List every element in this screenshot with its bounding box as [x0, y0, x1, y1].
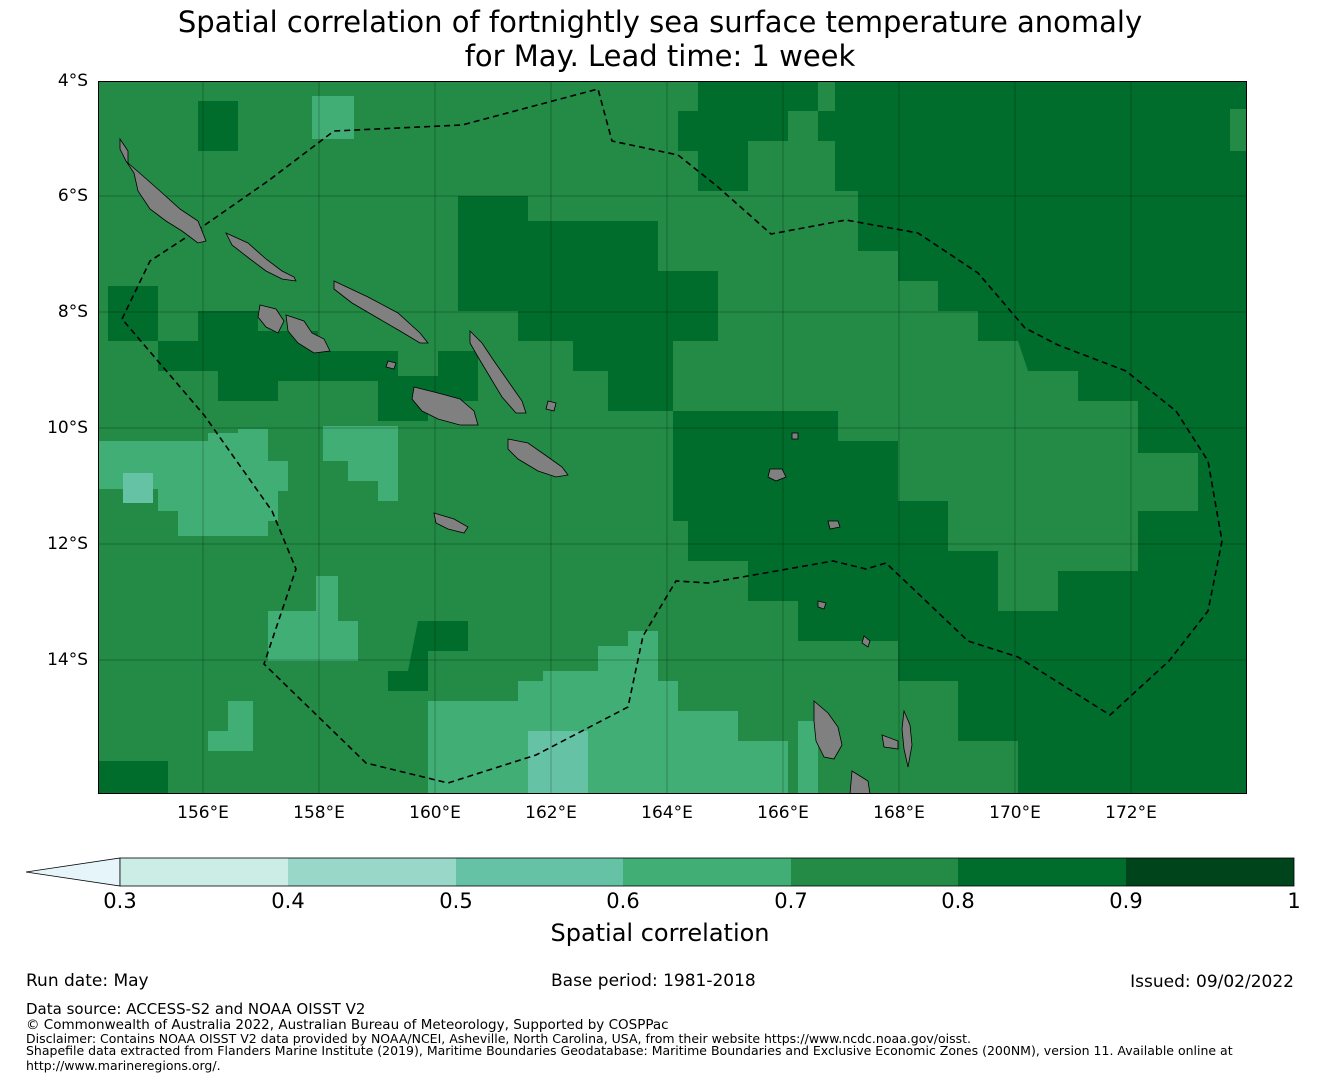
lat-label-6s: 6°S: [57, 186, 88, 206]
banks-islands: [861, 635, 871, 648]
santa-isabel: [333, 280, 429, 344]
lon-label-170e: 170°E: [989, 803, 1041, 823]
disclaimer: Disclaimer: Contains NOAA OISST V2 data …: [26, 1031, 971, 1046]
run-date: Run date: May: [26, 971, 149, 991]
rennell: [433, 512, 469, 534]
new-georgia: [257, 304, 285, 334]
eez-boundaries: [121, 88, 1223, 784]
shapefile-url: http://www.marineregions.org/.: [26, 1058, 221, 1073]
map-title-line-2: for May. Lead time: 1 week: [464, 39, 856, 73]
nendo: [827, 520, 841, 530]
colorbar-tick-0.9: 0.9: [1109, 889, 1143, 913]
choiseul: [225, 232, 297, 282]
colorbar-bin-0.6-0.7: [623, 858, 791, 886]
lon-label-166e: 166°E: [757, 803, 809, 823]
lat-label-12s: 12°S: [47, 534, 88, 554]
colorbar-tick-0.3: 0.3: [103, 889, 137, 913]
colorbar-frame: [119, 857, 1295, 887]
lat-label-8s: 8°S: [57, 302, 88, 322]
ulawa: [545, 400, 557, 412]
colorbar-title: Spatial correlation: [550, 919, 770, 947]
lon-label-156e: 156°E: [177, 803, 229, 823]
land-masses: [119, 137, 913, 794]
graticule: [98, 81, 1247, 794]
ambae: [901, 709, 913, 768]
lat-label-10s: 10°S: [47, 418, 88, 438]
makira: [507, 438, 569, 478]
malakula: [881, 734, 899, 750]
moderate-correlation-regions: [98, 96, 818, 794]
lon-label-168e: 168°E: [873, 803, 925, 823]
vanikoro: [767, 468, 787, 482]
colorbar-tick-0.6: 0.6: [606, 889, 640, 913]
lon-label-158e: 158°E: [293, 803, 345, 823]
colorbar-bin-0.3-0.4: [120, 858, 288, 886]
lon-label-160e: 160°E: [409, 803, 461, 823]
lon-label-162e: 162°E: [525, 803, 577, 823]
solomon-islands-eez: [121, 88, 1223, 784]
espiritu-santo: [813, 700, 843, 760]
map-title-line-1: Spatial correlation of fortnightly sea s…: [177, 5, 1143, 39]
efate: [849, 770, 871, 794]
colorbar-tick-0.5: 0.5: [439, 889, 473, 913]
correlation-map: [98, 81, 1247, 794]
colorbar-bin-0.5-0.6: [456, 858, 623, 886]
colorbar-bin-0.9-1: [1126, 858, 1294, 886]
map-frame: [98, 81, 1247, 794]
torres-islands: [817, 600, 827, 610]
lat-label-14s: 14°S: [47, 650, 88, 670]
small-islet-a: [385, 360, 397, 370]
guadalcanal: [411, 386, 479, 426]
colorbar-extend-arrow: [26, 857, 121, 887]
malaita: [469, 330, 527, 414]
copyright: © Commonwealth of Australia 2022, Austra…: [26, 1017, 669, 1033]
data-source: Data source: ACCESS-S2 and NOAA OISST V2: [26, 1000, 366, 1018]
bougainville: [119, 137, 207, 244]
colorbar: [26, 857, 1295, 887]
shapefile-credit: Shapefile data extracted from Flanders M…: [26, 1043, 1233, 1058]
lat-label-4s: 4°S: [57, 71, 88, 91]
colorbar-tick-0.4: 0.4: [271, 889, 305, 913]
low-correlation-regions: [123, 473, 588, 794]
base-period: Base period: 1981-2018: [551, 971, 756, 991]
colorbar-bin-0.7-0.8: [791, 858, 958, 886]
new-georgia-2: [285, 314, 331, 354]
colorbar-tick-1: 1: [1287, 889, 1301, 913]
colorbar-bin-0.8-0.9: [958, 858, 1126, 886]
issued-date: Issued: 09/02/2022: [1130, 972, 1294, 992]
small-islet-b: [791, 432, 799, 440]
colorbar-bin-0.4-0.5: [288, 858, 456, 886]
colorbar-tick-0.8: 0.8: [941, 889, 975, 913]
lon-label-164e: 164°E: [641, 803, 693, 823]
lon-label-172e: 172°E: [1105, 803, 1157, 823]
colorbar-tick-0.7: 0.7: [774, 889, 808, 913]
